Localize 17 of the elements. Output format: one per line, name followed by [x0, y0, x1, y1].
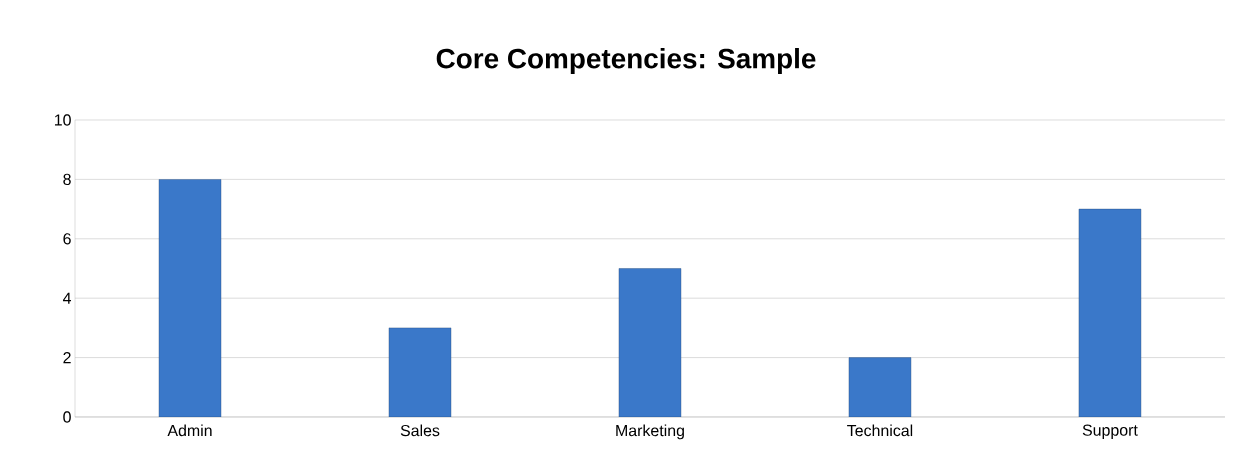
- bar: [618, 268, 682, 417]
- x-tick-label: Sales: [400, 424, 440, 437]
- bar: [848, 357, 912, 417]
- bar: [158, 179, 222, 417]
- y-tick-label: 8: [63, 173, 71, 186]
- x-tick-label: Marketing: [616, 424, 684, 440]
- bar: [1078, 208, 1142, 417]
- y-tick-label: 10: [54, 114, 71, 126]
- x-tick-label: Admin: [167, 424, 212, 437]
- y-tick-label: 6: [63, 233, 71, 245]
- chart-title: Core Competencies: Sample: [436, 48, 816, 74]
- x-tick-label: Technical: [847, 424, 913, 437]
- bar: [388, 327, 452, 417]
- y-tick-label: 2: [63, 352, 71, 364]
- x-tick-label: Support: [1082, 424, 1138, 439]
- y-tick-label: 0: [63, 411, 71, 423]
- y-tick-label: 4: [62, 292, 72, 304]
